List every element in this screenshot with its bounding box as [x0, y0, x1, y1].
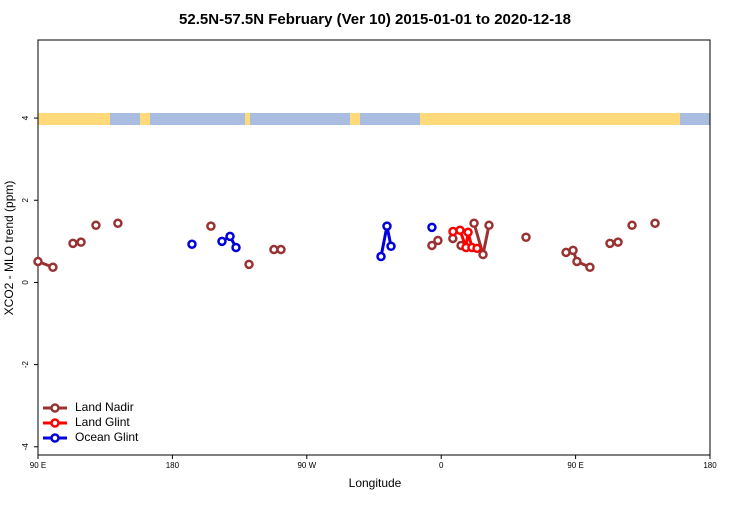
point	[455, 225, 465, 235]
point	[33, 256, 43, 267]
point	[585, 262, 595, 272]
point	[469, 218, 479, 229]
point	[76, 237, 86, 247]
point	[382, 221, 392, 231]
point	[386, 241, 396, 252]
x-tick-label: 180	[703, 461, 717, 470]
point	[225, 231, 235, 242]
legend-marker	[50, 403, 60, 413]
point	[521, 232, 531, 242]
point	[484, 220, 494, 231]
legend-label: Land Glint	[75, 415, 130, 429]
y-tick-label: 0	[21, 280, 30, 285]
x-tick-label: 180	[166, 461, 180, 470]
point	[433, 235, 443, 246]
point	[206, 221, 216, 231]
point	[613, 237, 623, 247]
x-tick-label: 90 E	[567, 461, 583, 470]
point	[605, 238, 615, 249]
point	[650, 218, 660, 229]
point	[48, 262, 58, 272]
y-tick-label: -4	[21, 443, 30, 451]
plot-frame	[37, 39, 711, 456]
y-tick-label: -2	[21, 361, 30, 369]
y-tick-label: 4	[21, 115, 30, 120]
legend-marker	[50, 418, 60, 428]
legend-label: Land Nadir	[75, 400, 134, 414]
point	[472, 243, 482, 254]
point	[244, 259, 254, 270]
x-tick-label: 90 E	[30, 461, 46, 470]
point	[427, 222, 437, 233]
point	[231, 242, 241, 253]
legend-marker	[50, 433, 60, 443]
y-tick-label: 2	[21, 197, 30, 202]
point	[91, 220, 101, 231]
chart-title: 52.5N-57.5N February (Ver 10) 2015-01-01…	[179, 11, 571, 28]
point	[187, 239, 197, 249]
point	[68, 238, 78, 249]
legend-label: Ocean Glint	[75, 430, 139, 444]
y-axis-label: XCO2 - MLO trend (ppm)	[2, 181, 16, 316]
x-tick-label: 90 W	[297, 461, 316, 470]
point	[572, 256, 582, 267]
point	[568, 245, 578, 256]
point	[113, 218, 123, 229]
x-tick-label: 0	[439, 461, 444, 470]
point	[376, 251, 386, 262]
point	[463, 227, 473, 238]
point	[627, 220, 637, 231]
point	[478, 249, 488, 260]
point	[217, 236, 227, 247]
x-axis-label: Longitude	[349, 476, 402, 490]
series-line	[222, 226, 432, 256]
point	[276, 244, 286, 255]
map-strip	[38, 113, 710, 125]
series-line	[38, 223, 655, 267]
point	[427, 240, 437, 251]
